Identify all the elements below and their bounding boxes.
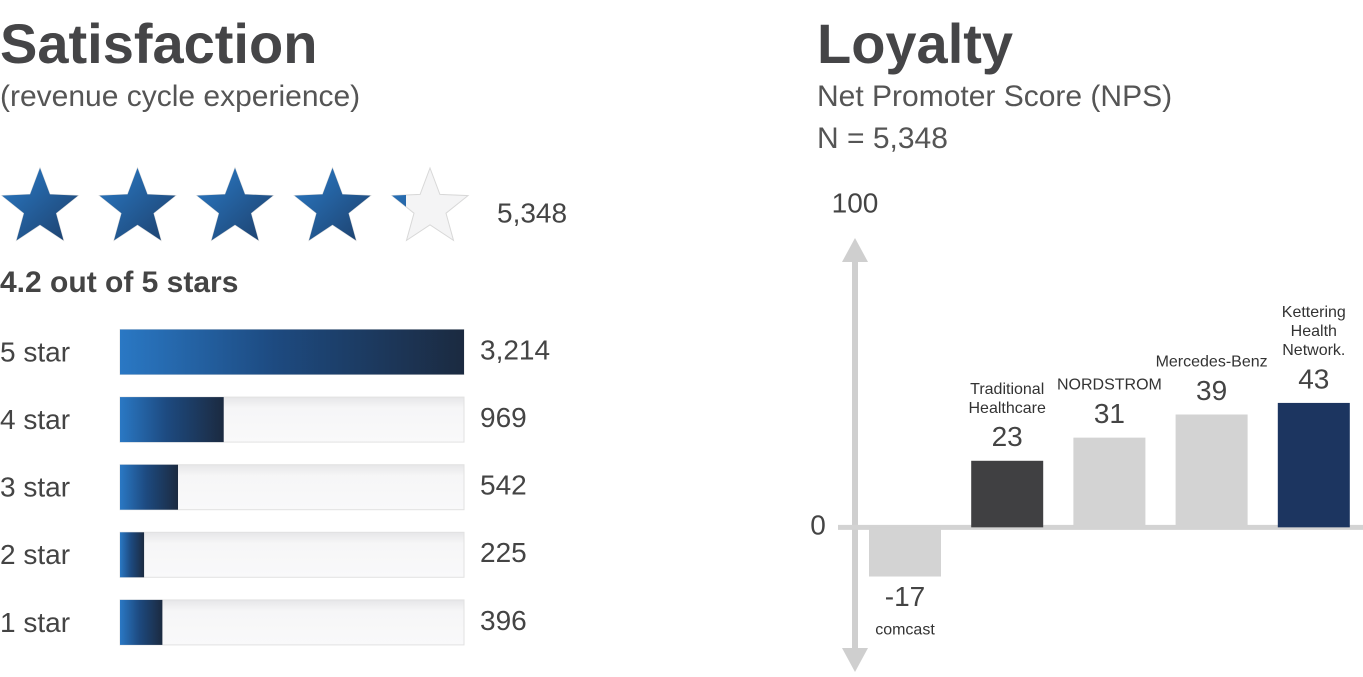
category-label: Kettering Health Network. bbox=[1282, 304, 1346, 359]
axis-arrow bbox=[842, 648, 868, 672]
value-label: 3,214 bbox=[480, 334, 550, 365]
bar bbox=[120, 397, 224, 443]
category-label: comcast bbox=[875, 622, 935, 639]
value-label: 969 bbox=[480, 402, 527, 433]
rating-count: 5,348 bbox=[497, 197, 567, 228]
star bbox=[197, 168, 273, 241]
rating-label: 4.2 out of 5 stars bbox=[0, 266, 238, 299]
bar bbox=[869, 527, 941, 577]
value-label: 396 bbox=[480, 605, 527, 636]
value-label: 542 bbox=[480, 470, 527, 501]
bar bbox=[120, 532, 145, 578]
y-tick-label: 0 bbox=[810, 510, 826, 541]
value-label: 23 bbox=[992, 421, 1023, 452]
right-note: N = 5,348 bbox=[817, 122, 948, 155]
category-label: Traditional Healthcare bbox=[969, 381, 1046, 417]
category-label: 5 star bbox=[0, 336, 70, 367]
star-outline bbox=[390, 166, 470, 242]
left-subtitle: (revenue cycle experience) bbox=[0, 80, 360, 113]
star bbox=[99, 168, 176, 241]
category-label: 4 star bbox=[0, 404, 70, 435]
bar-track bbox=[119, 531, 465, 578]
y-tick-label: 100 bbox=[832, 187, 879, 218]
category-label: NORDSTROM bbox=[1057, 377, 1162, 394]
star bbox=[2, 168, 78, 241]
value-label: 43 bbox=[1298, 363, 1329, 394]
category-label: Mercedes-Benz bbox=[1156, 354, 1268, 371]
category-label: 3 star bbox=[0, 472, 70, 503]
bar bbox=[1073, 437, 1146, 528]
left-title: Satisfaction bbox=[0, 12, 317, 75]
star bbox=[392, 195, 406, 207]
star bbox=[294, 168, 371, 241]
category-label: 2 star bbox=[0, 539, 70, 570]
axis-arrow bbox=[842, 238, 868, 262]
bar bbox=[1277, 402, 1350, 528]
bar bbox=[120, 329, 464, 375]
bar bbox=[120, 464, 179, 510]
right-subtitle: Net Promoter Score (NPS) bbox=[817, 80, 1172, 113]
bar bbox=[120, 599, 163, 645]
category-label: 1 star bbox=[0, 607, 70, 638]
value-label: 39 bbox=[1196, 375, 1227, 406]
value-label: 31 bbox=[1094, 398, 1125, 429]
right-title: Loyalty bbox=[817, 12, 1013, 75]
bar-track bbox=[119, 599, 465, 646]
bar bbox=[1175, 414, 1248, 528]
value-label: 225 bbox=[480, 537, 527, 568]
value-label: -17 bbox=[885, 581, 925, 612]
bar bbox=[971, 460, 1044, 528]
